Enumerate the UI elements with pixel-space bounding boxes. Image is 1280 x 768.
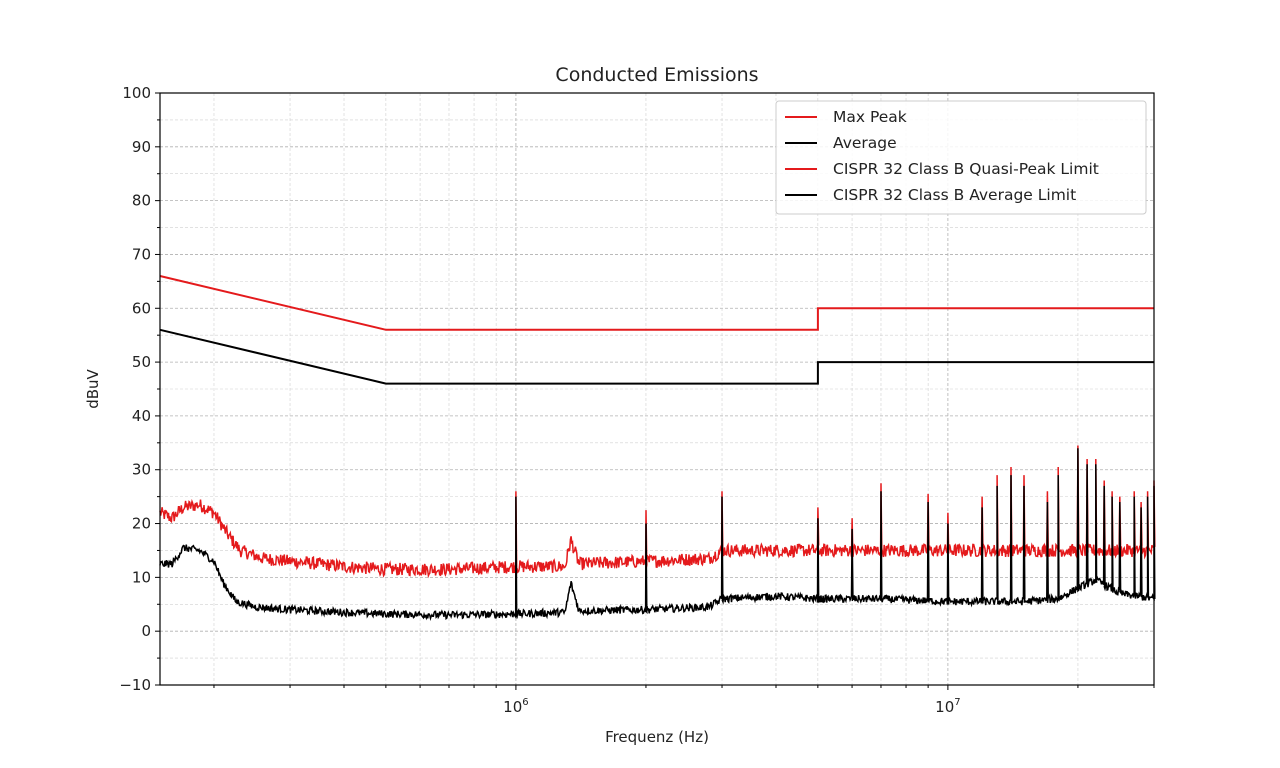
series-line-3	[159, 275, 1154, 331]
y-tick-label: 20	[132, 515, 151, 533]
legend-label: Max Peak	[833, 108, 907, 126]
y-axis-label: dBuV	[84, 368, 102, 408]
legend-label: Average	[833, 134, 897, 152]
grid	[160, 92, 1155, 686]
y-tick-label: 80	[132, 192, 151, 210]
y-tick-label: 10	[132, 568, 151, 586]
y-tick-label: 60	[132, 299, 151, 317]
x-axis-label: Frequenz (Hz)	[605, 728, 709, 746]
legend-label: CISPR 32 Class B Quasi-Peak Limit	[833, 160, 1099, 178]
series-lines	[159, 275, 1156, 621]
y-tick-label: −10	[119, 676, 151, 694]
legend-box	[775, 100, 1147, 215]
y-tick-label: 40	[132, 407, 151, 425]
series-line-4	[159, 328, 1154, 385]
x-tick-label: 106	[503, 697, 528, 716]
y-tick-label: 30	[132, 461, 151, 479]
y-tick-label: 100	[122, 84, 151, 102]
legend: Max Peak Average CISPR 32 Class B Quasi-Pe…	[775, 100, 1147, 215]
y-tick-label: 70	[132, 245, 151, 263]
axis-ticks: −10 0 10 20 30 40 50 60 70 80 90 100 106 107	[119, 84, 1155, 716]
series-line-1	[159, 445, 1156, 579]
chart-title: Conducted Emissions	[555, 64, 758, 86]
plot-frame	[159, 92, 1155, 686]
y-tick-label: 50	[132, 353, 151, 371]
series-line-2	[159, 448, 1156, 621]
y-tick-label: 90	[132, 138, 151, 156]
legend-label: CISPR 32 Class B Average Limit	[833, 186, 1076, 204]
y-tick-label: 0	[141, 622, 151, 640]
x-tick-label: 107	[935, 697, 960, 716]
